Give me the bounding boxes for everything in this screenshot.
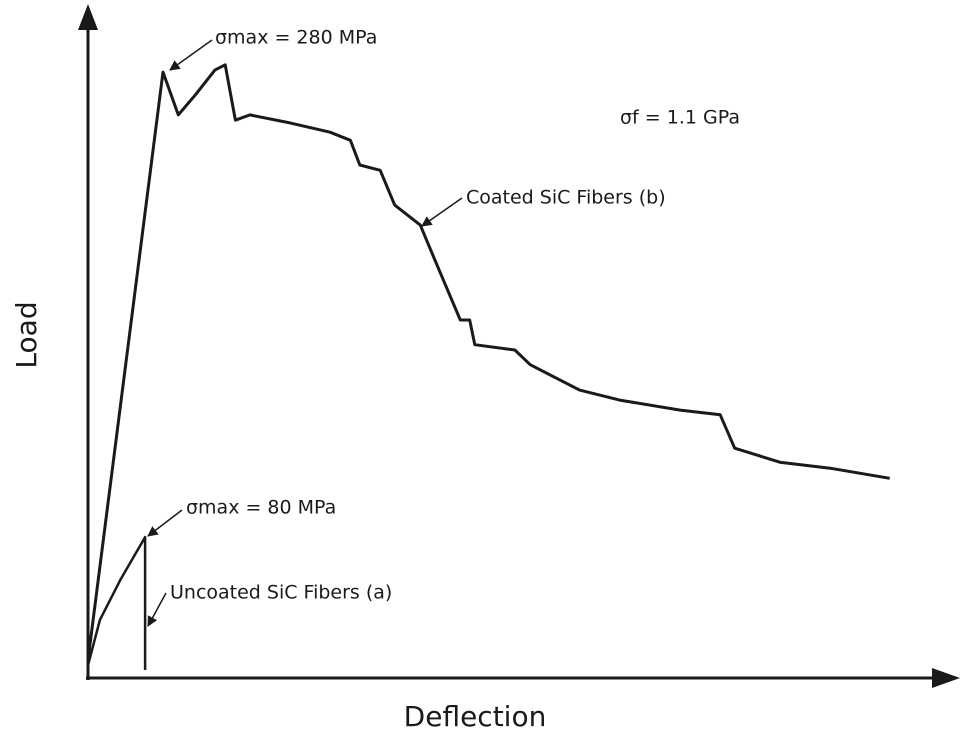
data-line bbox=[86, 63, 890, 661]
annotation-arrow bbox=[147, 509, 183, 537]
data-line bbox=[86, 535, 147, 670]
annotation-arrow bbox=[169, 39, 213, 71]
annotation: σmax = 80 MPa bbox=[186, 497, 336, 519]
series-label: Uncoated SiC Fibers (a) bbox=[170, 582, 392, 604]
annotation-arrow bbox=[147, 592, 167, 627]
y-axis-arrow bbox=[78, 4, 98, 30]
annotation: σf = 1.1 GPa bbox=[620, 107, 740, 129]
series-label: Coated SiC Fibers (b) bbox=[466, 187, 666, 209]
annotation-arrow bbox=[421, 197, 463, 227]
x-axis-arrow bbox=[932, 668, 960, 688]
annotation: σmax = 280 MPa bbox=[215, 27, 377, 49]
y-axis-label: Load bbox=[10, 301, 43, 368]
x-axis-label: Deflection bbox=[404, 700, 547, 733]
